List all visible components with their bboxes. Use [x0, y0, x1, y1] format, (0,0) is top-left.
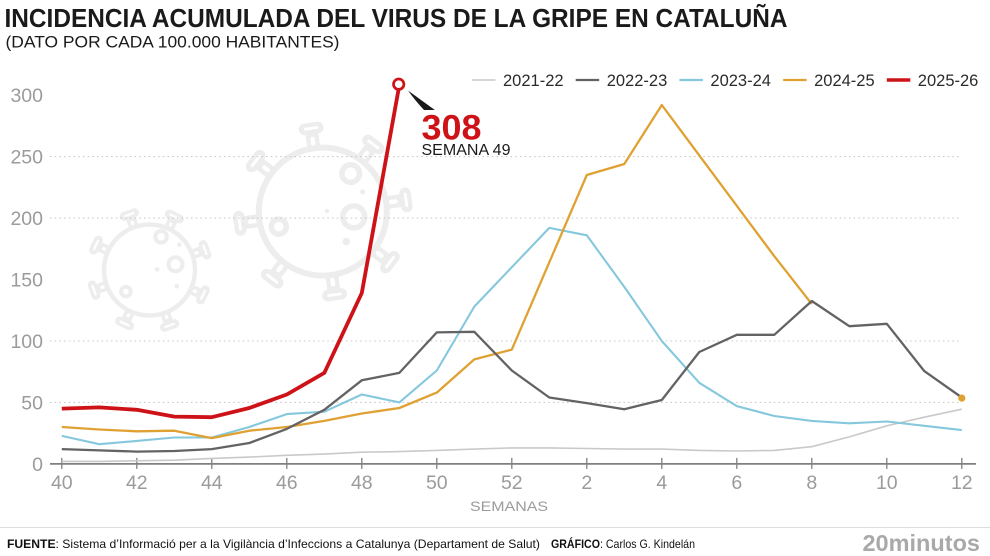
svg-text:SEMANA 49: SEMANA 49 [422, 142, 511, 159]
svg-text:40: 40 [51, 472, 73, 494]
svg-text:6: 6 [731, 472, 742, 494]
svg-text:48: 48 [351, 472, 373, 494]
svg-text:0: 0 [32, 454, 43, 476]
svg-text:46: 46 [276, 472, 298, 494]
svg-text:2025-26: 2025-26 [918, 72, 979, 90]
svg-text:44: 44 [201, 472, 223, 494]
svg-text:2: 2 [581, 472, 592, 494]
svg-text:200: 200 [10, 208, 43, 230]
svg-text:2023-24: 2023-24 [710, 72, 771, 90]
svg-text:8: 8 [806, 472, 817, 494]
svg-text:2024-25: 2024-25 [814, 72, 875, 90]
svg-text:52: 52 [501, 472, 523, 494]
svg-text:300: 300 [10, 85, 43, 107]
svg-text:12: 12 [951, 472, 973, 494]
svg-text:INCIDENCIA ACUMULADA DEL VIRUS: INCIDENCIA ACUMULADA DEL VIRUS DE LA GRI… [5, 3, 788, 33]
svg-text:308: 308 [422, 108, 482, 148]
svg-text:150: 150 [10, 270, 43, 292]
svg-text:4: 4 [656, 472, 667, 494]
svg-text:42: 42 [126, 472, 148, 494]
svg-text:10: 10 [876, 472, 898, 494]
svg-text:FUENTE: Sistema d’Informació p: FUENTE: Sistema d’Informació per a la Vi… [7, 538, 540, 551]
svg-text:(DATO POR CADA 100.000 HABITAN: (DATO POR CADA 100.000 HABITANTES) [6, 34, 340, 52]
svg-text:2022-23: 2022-23 [607, 72, 668, 90]
svg-text:GRÁFICO: Carlos G. Kindelán: GRÁFICO: Carlos G. Kindelán [551, 538, 695, 551]
svg-text:2021-22: 2021-22 [503, 72, 564, 90]
svg-text:20minutos: 20minutos [862, 530, 980, 556]
svg-text:SEMANAS: SEMANAS [470, 498, 548, 514]
svg-text:50: 50 [21, 392, 43, 414]
svg-text:100: 100 [10, 331, 43, 353]
svg-text:50: 50 [426, 472, 448, 494]
svg-text:250: 250 [10, 147, 43, 169]
